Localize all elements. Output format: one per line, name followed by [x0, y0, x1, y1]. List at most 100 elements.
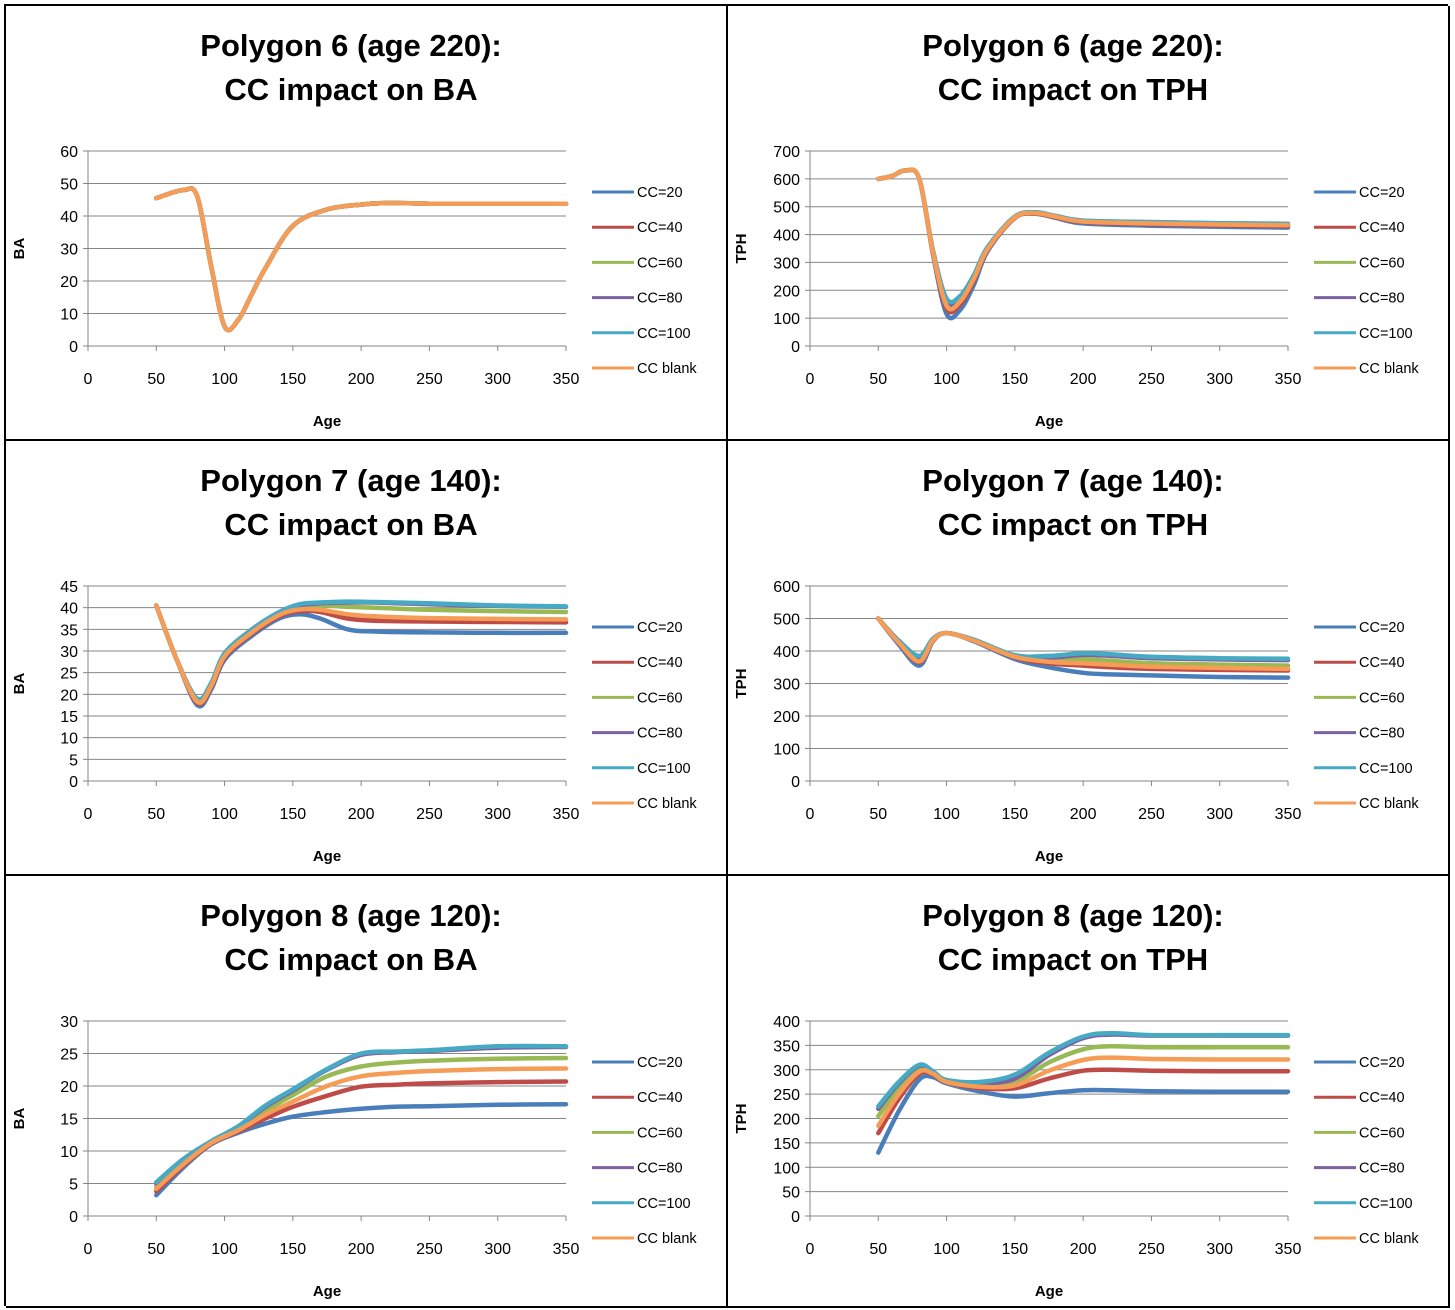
legend-label: CC=100 — [1359, 1196, 1413, 1212]
y-tick-label: 40 — [60, 209, 78, 226]
legend-label: CC=60 — [1359, 690, 1405, 706]
legend-label: CC=40 — [637, 655, 683, 671]
chart-title-line: CC impact on BA — [224, 507, 477, 542]
chart-panel-5: Polygon 8 (age 120): CC impact on BA 0 5 10 1… — [6, 876, 728, 1308]
y-tick-label: 600 — [773, 579, 800, 596]
x-tick-label: 250 — [416, 806, 443, 823]
legend-label: CC=80 — [637, 1161, 683, 1177]
y-tick-label: 300 — [773, 255, 800, 272]
y-tick-label: 25 — [60, 666, 78, 683]
x-tick-label: 0 — [84, 1241, 93, 1258]
y-tick-label: 300 — [773, 1063, 800, 1080]
y-tick-label: 5 — [69, 752, 78, 769]
y-tick-label: 350 — [773, 1038, 800, 1055]
legend-label: CC=80 — [637, 291, 683, 307]
y-tick-label: 50 — [782, 1185, 800, 1202]
legend-label: CC=40 — [1359, 655, 1405, 671]
y-tick-label: 0 — [69, 1209, 78, 1226]
chart-title-line: CC impact on BA — [224, 72, 477, 107]
y-tick-label: 100 — [773, 311, 800, 328]
x-tick-label: 0 — [806, 1241, 815, 1258]
y-axis-title: TPH — [733, 1104, 750, 1134]
series-line — [156, 1104, 566, 1195]
y-tick-label: 200 — [773, 709, 800, 726]
x-tick-label: 350 — [1275, 371, 1302, 388]
chart-svg: Polygon 8 (age 120): CC impact on BA 0 5 10 1… — [6, 876, 726, 1306]
legend-label: CC=80 — [637, 726, 683, 742]
y-tick-label: 600 — [773, 172, 800, 189]
chart-svg: Polygon 8 (age 120): CC impact on TPH 0 50 1… — [728, 876, 1448, 1306]
y-axis-title: BA — [11, 673, 28, 695]
x-tick-label: 250 — [1138, 806, 1165, 823]
chart-title-line: CC impact on TPH — [938, 72, 1208, 107]
legend-label: CC=60 — [1359, 1125, 1405, 1141]
x-tick-label: 300 — [484, 1241, 511, 1258]
x-tick-label: 50 — [869, 371, 887, 388]
legend-label: CC=20 — [1359, 185, 1405, 201]
y-tick-label: 40 — [60, 601, 78, 618]
y-tick-label: 30 — [60, 1014, 78, 1031]
y-tick-label: 10 — [60, 1144, 78, 1161]
legend-label: CC=100 — [637, 1196, 691, 1212]
x-tick-label: 200 — [1070, 806, 1097, 823]
y-tick-label: 300 — [773, 677, 800, 694]
y-tick-label: 0 — [69, 774, 78, 791]
y-tick-label: 200 — [773, 1112, 800, 1129]
y-tick-label: 15 — [60, 709, 78, 726]
y-tick-label: 0 — [791, 774, 800, 791]
y-tick-label: 10 — [60, 307, 78, 324]
legend-label: CC blank — [1359, 796, 1419, 812]
legend-label: CC=60 — [637, 1125, 683, 1141]
x-tick-label: 0 — [84, 806, 93, 823]
y-axis-title: BA — [11, 1108, 28, 1130]
x-tick-label: 150 — [1002, 371, 1029, 388]
x-tick-label: 300 — [484, 371, 511, 388]
y-tick-label: 25 — [60, 1047, 78, 1064]
legend-label: CC=20 — [1359, 1055, 1405, 1071]
x-tick-label: 300 — [1206, 1241, 1233, 1258]
y-tick-label: 700 — [773, 144, 800, 161]
series-line — [156, 188, 566, 330]
y-tick-label: 0 — [69, 339, 78, 356]
y-tick-label: 20 — [60, 1079, 78, 1096]
chart-title-line: CC impact on BA — [224, 942, 477, 977]
x-tick-label: 250 — [1138, 1241, 1165, 1258]
x-axis-title: Age — [313, 848, 341, 865]
x-axis-title: Age — [313, 1283, 341, 1300]
chart-title-line: Polygon 6 (age 220): — [200, 28, 501, 63]
y-tick-label: 400 — [773, 644, 800, 661]
y-tick-label: 500 — [773, 612, 800, 629]
chart-svg: Polygon 6 (age 220): CC impact on TPH 0 100… — [728, 6, 1448, 439]
x-axis-title: Age — [1035, 413, 1063, 430]
y-tick-label: 500 — [773, 200, 800, 217]
x-tick-label: 250 — [416, 1241, 443, 1258]
x-tick-label: 0 — [806, 806, 815, 823]
y-tick-label: 60 — [60, 144, 78, 161]
x-tick-label: 150 — [1002, 1241, 1029, 1258]
y-tick-label: 200 — [773, 283, 800, 300]
legend-label: CC=40 — [637, 220, 683, 236]
x-axis-title: Age — [1035, 848, 1063, 865]
legend-label: CC blank — [637, 1231, 697, 1247]
legend-label: CC=40 — [1359, 1090, 1405, 1106]
legend-label: CC blank — [637, 361, 697, 377]
chart-title-line: Polygon 8 (age 120): — [200, 898, 501, 933]
chart-title-line: CC impact on TPH — [938, 942, 1208, 977]
series-line — [878, 170, 1288, 309]
y-axis-title: TPH — [733, 669, 750, 699]
x-tick-label: 100 — [933, 1241, 960, 1258]
series-line — [878, 619, 1288, 659]
y-tick-label: 10 — [60, 731, 78, 748]
chart-svg: Polygon 7 (age 140): CC impact on BA 0 5 10 1… — [6, 441, 726, 874]
x-tick-label: 100 — [933, 371, 960, 388]
x-tick-label: 50 — [147, 1241, 165, 1258]
x-tick-label: 350 — [553, 371, 580, 388]
x-tick-label: 350 — [1275, 1241, 1302, 1258]
y-tick-label: 0 — [791, 339, 800, 356]
chart-title-line: Polygon 8 (age 120): — [922, 898, 1223, 933]
series-line — [878, 1076, 1288, 1153]
y-tick-label: 5 — [69, 1177, 78, 1194]
x-tick-label: 50 — [869, 1241, 887, 1258]
x-tick-label: 150 — [280, 371, 307, 388]
legend-label: CC=20 — [637, 1055, 683, 1071]
